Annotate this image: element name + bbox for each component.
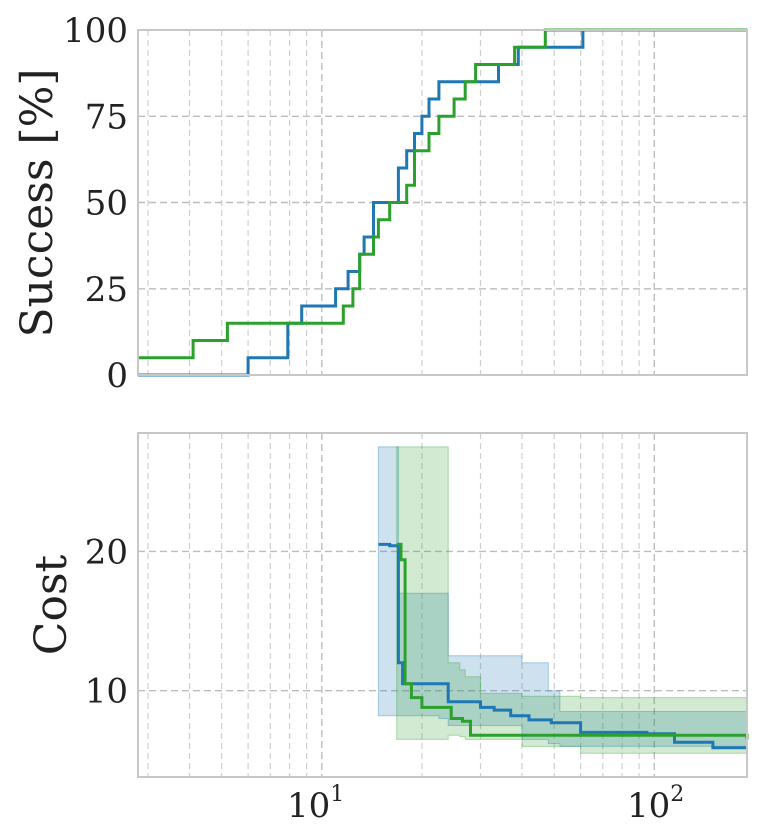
x-tick-10-2: 102 [627, 782, 684, 826]
success-ytick-100: 100 [63, 11, 128, 51]
success-grid [138, 29, 747, 376]
cost-series [378, 542, 749, 750]
cost-line-1 [396, 542, 749, 740]
cost-plot-frame [137, 432, 748, 778]
success-ytick-75: 75 [85, 97, 128, 137]
success-ylabel: Success [%] [12, 68, 63, 337]
cost-ytick-20: 20 [85, 532, 128, 572]
cost-ytick-10: 10 [85, 672, 128, 712]
cost-bands [377, 446, 748, 764]
cost-ylabel: Cost [26, 554, 77, 655]
success-yticks: 0 25 50 75 100 [63, 11, 128, 396]
x-tick-10-1-base: 10 [287, 786, 330, 826]
cost-yticks: 10 20 [85, 532, 128, 711]
cost-grid [138, 433, 747, 777]
success-plot-frame [137, 29, 748, 376]
x-tick-10-2-base: 10 [627, 786, 670, 826]
cost-line-0 [378, 542, 747, 750]
cost-band-1 [396, 446, 748, 764]
x-tick-10-1: 101 [287, 782, 344, 826]
x-tick-10-2-exp: 2 [670, 782, 684, 807]
success-line-1 [138, 28, 747, 360]
success-ytick-0: 0 [106, 356, 128, 396]
success-series [138, 28, 747, 377]
x-tick-10-1-exp: 1 [330, 782, 344, 807]
success-ytick-50: 50 [85, 184, 128, 224]
success-panel: 0 25 50 75 100 Success [%] [12, 11, 748, 396]
success-ytick-25: 25 [85, 270, 128, 310]
